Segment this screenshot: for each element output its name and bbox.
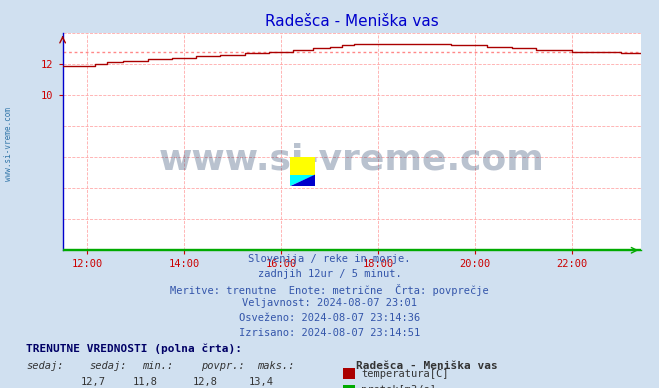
Polygon shape <box>290 175 315 186</box>
Text: Radešca - Meniška vas: Radešca - Meniška vas <box>356 361 498 371</box>
Text: pretok[m3/s]: pretok[m3/s] <box>361 385 436 388</box>
Text: sedaj:: sedaj: <box>26 361 64 371</box>
Text: min.:: min.: <box>142 361 173 371</box>
Text: Meritve: trenutne  Enote: metrične  Črta: povprečje: Meritve: trenutne Enote: metrične Črta: … <box>170 284 489 296</box>
Title: Radešca - Meniška vas: Radešca - Meniška vas <box>265 14 439 29</box>
Text: TRENUTNE VREDNOSTI (polna črta):: TRENUTNE VREDNOSTI (polna črta): <box>26 343 243 354</box>
Text: maks.:: maks.: <box>257 361 295 371</box>
Text: 13,4: 13,4 <box>248 377 273 387</box>
Text: temperatura[C]: temperatura[C] <box>361 369 449 379</box>
Text: Izrisano: 2024-08-07 23:14:51: Izrisano: 2024-08-07 23:14:51 <box>239 328 420 338</box>
Text: Veljavnost: 2024-08-07 23:01: Veljavnost: 2024-08-07 23:01 <box>242 298 417 308</box>
Text: 12,8: 12,8 <box>192 377 217 387</box>
Text: www.si-vreme.com: www.si-vreme.com <box>159 142 545 176</box>
Text: 11,8: 11,8 <box>133 377 158 387</box>
Text: www.si-vreme.com: www.si-vreme.com <box>4 107 13 180</box>
Text: Osveženo: 2024-08-07 23:14:36: Osveženo: 2024-08-07 23:14:36 <box>239 313 420 323</box>
Text: sedaj:: sedaj: <box>89 361 127 371</box>
Text: Slovenija / reke in morje.: Slovenija / reke in morje. <box>248 254 411 264</box>
Text: povpr.:: povpr.: <box>201 361 244 371</box>
Polygon shape <box>290 157 315 175</box>
Text: 12,7: 12,7 <box>80 377 105 387</box>
Text: zadnjih 12ur / 5 minut.: zadnjih 12ur / 5 minut. <box>258 269 401 279</box>
Polygon shape <box>290 175 315 186</box>
